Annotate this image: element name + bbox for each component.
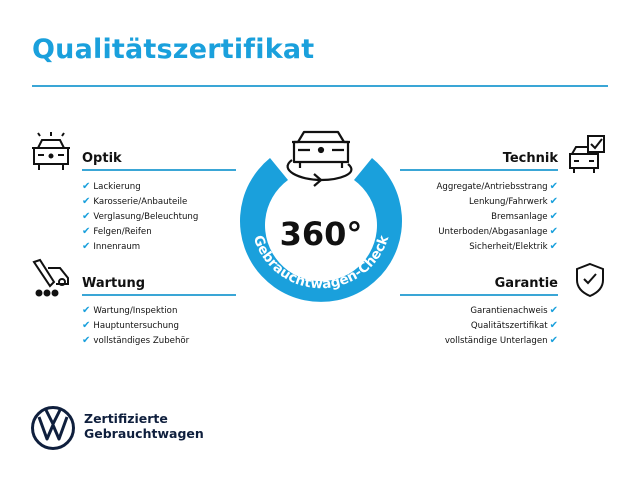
check-icon: ✔ <box>82 320 91 331</box>
title-divider <box>32 85 608 87</box>
technik-list: Aggregate/Antriebsstrang ✔ Lenkung/Fahrwe… <box>437 179 558 254</box>
garantie-divider <box>400 294 558 296</box>
technik-heading: Technik <box>502 151 558 166</box>
optik-divider <box>82 169 236 171</box>
page-title: Qualitätszertifikat <box>32 34 315 65</box>
list-item: ✔ vollständiges Zubehör <box>82 335 190 346</box>
list-item: ✔ Lackierung <box>82 181 141 192</box>
garantie-heading: Garantie <box>494 276 558 291</box>
list-item: ✔ Innenraum <box>82 241 141 252</box>
garantie-list: Garantienachweis ✔ Qualitätszertifikat ✔ v… <box>445 303 558 348</box>
optik-list: ✔ Lackierung ✔ Karosserie/Anbauteile ✔ Verg… <box>82 179 198 254</box>
car-checkbox-icon <box>569 135 605 173</box>
check-icon: ✔ <box>549 181 558 192</box>
service-wrench-car-icon <box>32 258 69 297</box>
check-icon: ✔ <box>82 226 91 237</box>
check-icon: ✔ <box>82 335 91 346</box>
wartung-divider <box>82 294 236 296</box>
list-item: ✔ Hauptuntersuchung <box>82 320 179 331</box>
ring-arc <box>240 158 402 302</box>
list-item: Garantienachweis ✔ <box>470 305 558 316</box>
brand-name: Zertifizierte Gebrauchtwagen <box>84 411 204 441</box>
list-item: ✔ Wartung/Inspektion <box>82 305 178 316</box>
check-icon: ✔ <box>549 320 558 331</box>
list-item: Qualitätszertifikat ✔ <box>470 320 558 331</box>
list-item: Aggregate/Antriebsstrang ✔ <box>436 181 558 192</box>
optik-heading: Optik <box>82 151 122 166</box>
check-icon: ✔ <box>549 211 558 222</box>
check-icon: ✔ <box>82 181 91 192</box>
360-check-badge: Gebrauchtwagen-Check 360° <box>240 130 402 302</box>
list-item: ✔ Verglasung/Beleuchtung <box>82 211 199 222</box>
brand-line-1: Zertifizierte <box>84 411 168 426</box>
list-item: Unterboden/Abgasanlage ✔ <box>438 226 558 237</box>
check-icon: ✔ <box>549 305 558 316</box>
list-item: ✔ Karosserie/Anbauteile <box>82 196 188 207</box>
wartung-list: ✔ Wartung/Inspektion ✔ Hauptuntersuchung ✔… <box>82 303 189 348</box>
vw-logo <box>31 406 75 450</box>
shield-check-icon <box>576 262 604 298</box>
list-item: Bremsanlage ✔ <box>491 211 558 222</box>
technik-divider <box>400 169 558 171</box>
list-item: Sicherheit/Elektrik ✔ <box>469 241 558 252</box>
rotating-car-icon <box>286 130 353 187</box>
check-icon: ✔ <box>549 196 558 207</box>
check-icon: ✔ <box>82 211 91 222</box>
wartung-heading: Wartung <box>82 276 146 291</box>
360-value: 360° <box>280 215 363 253</box>
list-item: vollständige Unterlagen ✔ <box>444 335 558 346</box>
list-item: Lenkung/Fahrwerk ✔ <box>469 196 558 207</box>
list-item: ✔ Felgen/Reifen <box>82 226 152 237</box>
car-lights-icon <box>32 132 70 170</box>
check-icon: ✔ <box>549 335 558 346</box>
check-icon: ✔ <box>82 196 91 207</box>
check-icon: ✔ <box>549 241 558 252</box>
check-icon: ✔ <box>82 305 91 316</box>
check-icon: ✔ <box>82 241 91 252</box>
brand-line-2: Gebrauchtwagen <box>84 426 204 441</box>
check-icon: ✔ <box>549 226 558 237</box>
